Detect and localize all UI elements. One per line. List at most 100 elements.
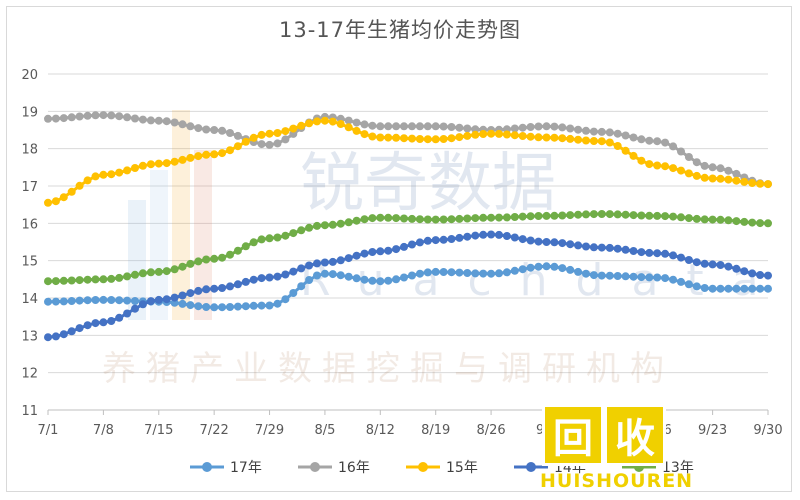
data-point <box>115 273 124 282</box>
data-point <box>376 133 385 142</box>
data-point <box>107 274 116 283</box>
data-point <box>669 275 678 284</box>
data-point <box>455 233 464 242</box>
data-point <box>360 275 369 284</box>
data-point <box>629 151 638 160</box>
data-point <box>344 272 353 281</box>
data-point <box>566 124 575 133</box>
data-point <box>313 117 321 126</box>
data-point <box>408 271 416 280</box>
chart-title: 13-17年生猪均价走势图 <box>278 18 522 42</box>
data-point <box>645 273 654 282</box>
data-point <box>273 233 282 242</box>
data-point <box>669 142 678 151</box>
data-point <box>59 276 68 285</box>
x-tick-label: 8/12 <box>366 423 395 438</box>
data-point <box>597 243 606 252</box>
data-point <box>613 210 622 219</box>
data-point <box>51 277 60 286</box>
data-point <box>487 213 496 222</box>
legend-swatch-marker <box>202 462 212 472</box>
data-point <box>526 123 535 131</box>
data-point <box>550 238 559 247</box>
data-point <box>67 113 76 122</box>
data-point <box>289 124 298 133</box>
data-point <box>621 245 630 254</box>
data-point <box>281 270 290 279</box>
data-point <box>44 333 52 342</box>
data-point <box>566 265 575 274</box>
legend-item: 15年 <box>406 460 478 476</box>
data-point <box>384 276 393 285</box>
data-point <box>273 139 282 148</box>
data-point <box>194 286 203 295</box>
data-point <box>534 212 543 220</box>
data-point <box>684 256 693 264</box>
series-markers-15年 <box>44 116 772 207</box>
data-point <box>645 211 654 220</box>
data-point <box>376 213 385 222</box>
data-point <box>408 240 416 249</box>
data-point <box>59 114 68 123</box>
data-point <box>605 271 614 280</box>
data-point <box>281 127 290 136</box>
legend-item: 16年 <box>298 460 370 476</box>
data-point <box>320 221 329 230</box>
data-point <box>186 289 195 298</box>
legend-label: 17年 <box>230 460 262 476</box>
data-point <box>692 258 701 267</box>
data-point <box>534 237 543 246</box>
data-point <box>764 180 772 189</box>
data-point <box>764 284 772 293</box>
data-point <box>661 212 670 221</box>
data-point <box>408 122 416 131</box>
data-point <box>210 303 219 312</box>
data-point <box>328 220 337 229</box>
data-point <box>431 135 440 144</box>
data-point <box>550 122 559 131</box>
data-point <box>408 134 416 143</box>
data-point <box>447 134 456 143</box>
data-point <box>305 276 314 284</box>
data-point <box>162 117 171 126</box>
data-point <box>518 265 527 274</box>
data-point <box>661 162 670 171</box>
data-point <box>352 216 361 225</box>
legend-label: 13年 <box>662 460 694 476</box>
data-point <box>344 123 353 132</box>
data-point <box>471 130 480 139</box>
data-point <box>518 212 527 221</box>
data-point <box>510 233 519 242</box>
data-point <box>51 114 60 123</box>
data-point <box>249 133 258 142</box>
data-point <box>653 249 662 258</box>
x-tick-label: 7/1 <box>38 423 59 438</box>
data-point <box>534 262 543 271</box>
data-point <box>724 262 733 271</box>
x-tick-label: 7/22 <box>200 423 229 438</box>
data-point <box>582 210 590 219</box>
data-point <box>178 291 187 300</box>
data-point <box>645 248 654 257</box>
data-point <box>178 120 187 129</box>
data-point <box>91 319 100 328</box>
data-point <box>637 248 646 257</box>
data-point <box>360 120 369 129</box>
data-point <box>257 140 266 149</box>
data-point <box>732 217 741 226</box>
data-point <box>233 131 242 140</box>
data-point <box>115 313 124 322</box>
data-point <box>162 295 171 304</box>
data-point <box>297 121 306 130</box>
data-point <box>51 332 60 341</box>
data-point <box>138 161 147 170</box>
data-point <box>202 150 211 159</box>
data-point <box>59 297 68 306</box>
data-point <box>637 211 646 220</box>
data-point <box>574 125 583 134</box>
data-point <box>400 214 408 223</box>
data-point <box>669 164 678 173</box>
data-point <box>566 240 575 249</box>
data-point <box>202 125 211 134</box>
data-point <box>400 122 408 131</box>
